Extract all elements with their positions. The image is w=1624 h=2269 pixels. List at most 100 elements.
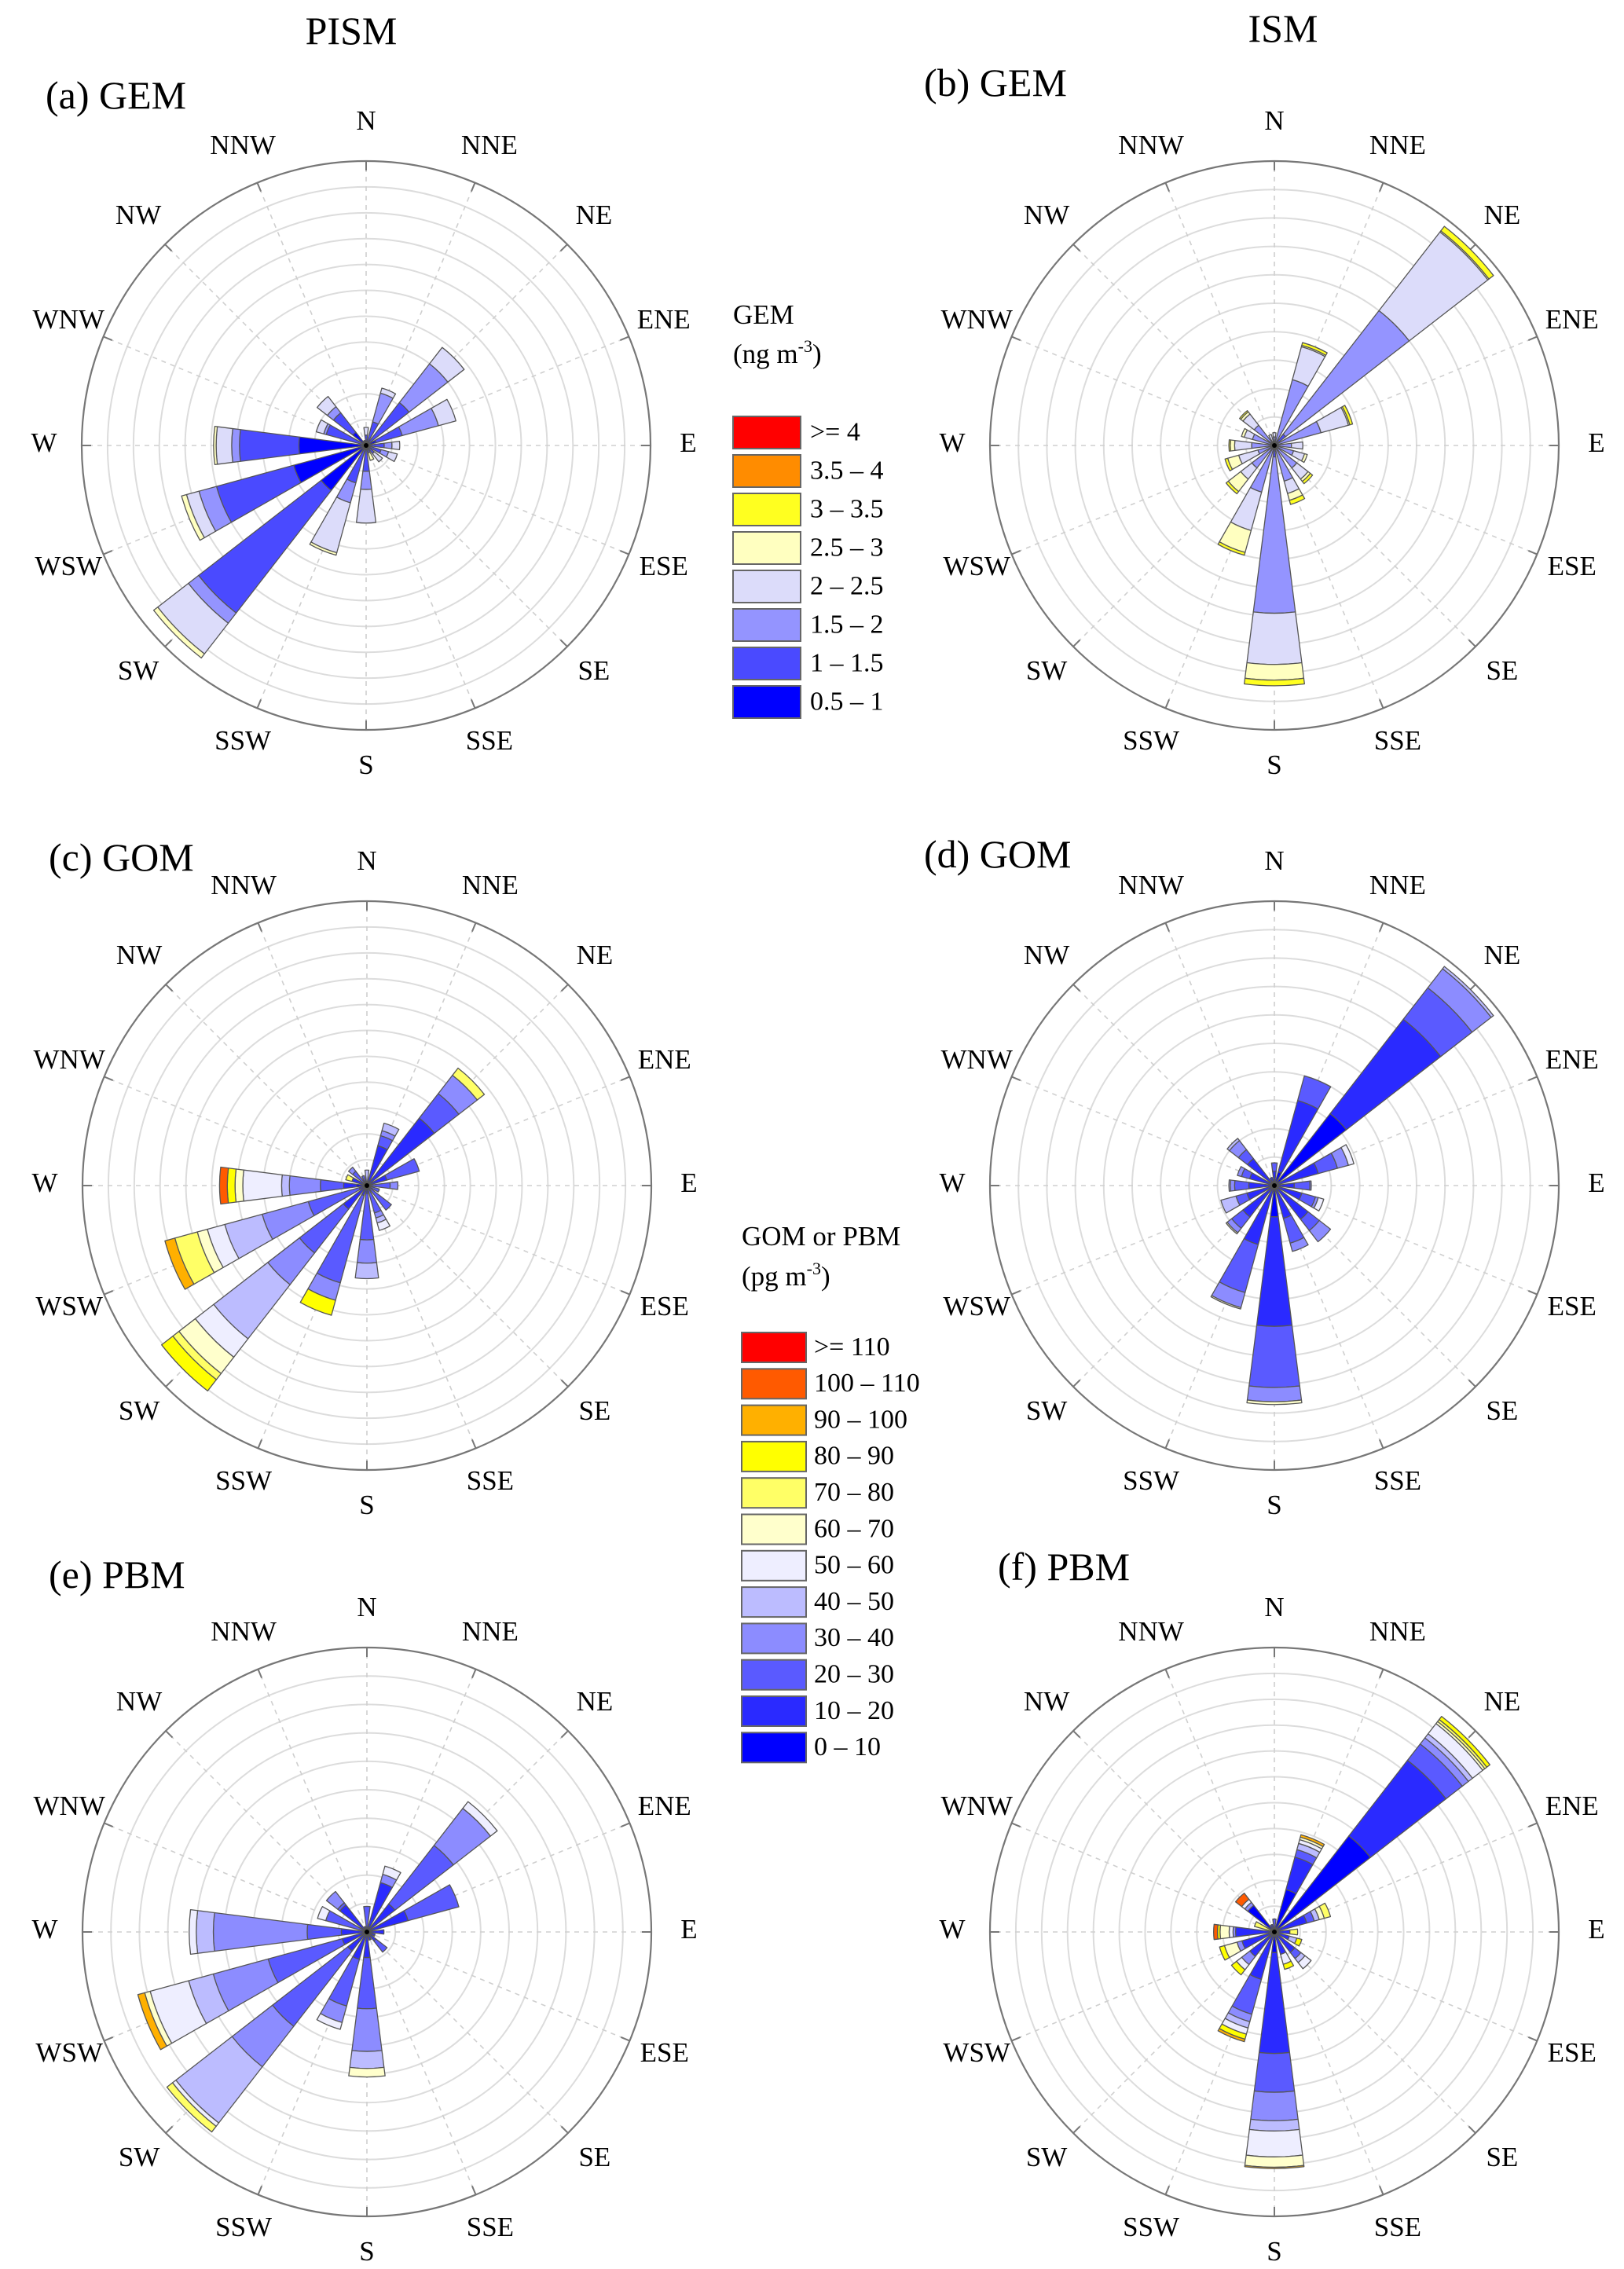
- direction-label-SW: SW: [1026, 655, 1068, 686]
- grid-spoke: [1274, 445, 1538, 555]
- direction-label-SW: SW: [1026, 1395, 1068, 1426]
- direction-label-NNW: NNW: [1118, 130, 1184, 160]
- bar-segment-ENE-bin-2: [384, 1158, 420, 1181]
- grid-spoke: [365, 445, 568, 647]
- bar-segment-W-bin-3: [215, 426, 233, 465]
- direction-tick: [164, 244, 173, 252]
- bar-segment-ESE-bin-8: [1294, 1937, 1303, 1947]
- bar-segment-NE-bin-5: [1440, 225, 1494, 280]
- bar-segment-S-bin-4: [1248, 2118, 1300, 2132]
- direction-tick: [1468, 639, 1476, 647]
- grid-ring: [159, 977, 575, 1394]
- legend-label: 20 – 30: [814, 1659, 894, 1688]
- direction-label-N: N: [357, 845, 376, 876]
- legend-label: 0.5 – 1: [810, 687, 884, 716]
- legend-label: 80 – 90: [814, 1442, 894, 1471]
- direction-tick: [560, 1379, 569, 1387]
- bar-segment-S-bin-3: [1250, 2090, 1299, 2121]
- direction-label-NNE: NNE: [1369, 870, 1426, 900]
- bar-segment-SSE-bin-4: [367, 451, 375, 461]
- direction-label-NE: NE: [576, 200, 613, 230]
- direction-label-WSW: WSW: [943, 2037, 1010, 2068]
- bar-segment-SW-bin-8: [161, 1335, 218, 1391]
- bar-segment-ENE-bin-5: [1341, 405, 1354, 426]
- grid-spoke: [365, 445, 629, 555]
- direction-tick: [1011, 550, 1021, 555]
- direction-label-WNW: WNW: [941, 304, 1013, 335]
- direction-tick: [257, 922, 262, 933]
- bar-segment-W-bin-4: [1230, 439, 1236, 452]
- center-point: [365, 1183, 369, 1188]
- direction-label-N: N: [1264, 1592, 1284, 1622]
- legend-label: 3 – 3.5: [810, 494, 884, 523]
- bar-segment-W-bin-3: [288, 1175, 321, 1197]
- direction-label-NNE: NNE: [461, 130, 518, 160]
- legend-label: 40 – 50: [814, 1587, 894, 1616]
- direction-tick: [619, 335, 629, 341]
- direction-tick: [1072, 639, 1081, 647]
- bar-segment-W-bin-2: [231, 427, 241, 464]
- bar-segment-W-bin-2: [1234, 1180, 1250, 1191]
- direction-label-SW: SW: [118, 655, 159, 686]
- direction-tick: [559, 244, 568, 252]
- bar-segment-W-bin-1: [343, 1182, 357, 1189]
- bar-segment-S-bin-4: [354, 1262, 379, 1280]
- direction-label-SSW: SSW: [1123, 1465, 1179, 1496]
- direction-label-SSE: SSE: [1374, 1465, 1421, 1496]
- bar-segment-S-bin-5: [1244, 677, 1305, 687]
- grid-spoke: [1274, 1931, 1476, 2134]
- direction-label-ENE: ENE: [637, 304, 691, 335]
- bar-segment-ESE-bin-2: [366, 1185, 380, 1193]
- direction-tick: [1379, 1439, 1384, 1449]
- bar-segment-S-bin-3: [355, 488, 377, 524]
- direction-label-NNW: NNW: [211, 870, 277, 900]
- direction-tick: [1468, 1730, 1476, 1739]
- bar-segment-ENE-bin-3: [431, 398, 456, 427]
- direction-label-NNW: NNW: [1118, 870, 1184, 900]
- legend-gom: GOM or PBM (pg m-3) >= 110 100 – 110 90 – …: [741, 1221, 920, 1764]
- legend-label: 30 – 40: [814, 1623, 894, 1652]
- bar-segment-SSE-bin-5: [1289, 494, 1306, 505]
- direction-label-NNW: NNW: [1118, 1616, 1184, 1647]
- direction-label-SW: SW: [119, 2142, 160, 2172]
- grid-spoke: [165, 984, 368, 1186]
- legend-swatch: [741, 1477, 807, 1509]
- bar-segment-NE-bin-7: [452, 1067, 486, 1101]
- legend-swatch: [741, 1513, 807, 1545]
- bar-segment-S-bin-2: [1253, 2051, 1296, 2093]
- direction-tick: [1527, 1076, 1538, 1081]
- bar-segment-W-bin-5: [189, 1908, 199, 1956]
- direction-label-ESE: ESE: [1548, 2037, 1597, 2068]
- direction-tick: [165, 1379, 174, 1387]
- direction-tick: [257, 1439, 262, 1449]
- grid-spoke: [1164, 1669, 1275, 1933]
- direction-tick: [1379, 922, 1384, 933]
- bar-segment-NNE-bin-4: [381, 1122, 400, 1137]
- direction-tick: [1164, 1669, 1170, 1679]
- direction-label-ESE: ESE: [640, 2037, 689, 2068]
- legend-swatch: [741, 1622, 807, 1655]
- grid-spoke: [1164, 182, 1275, 446]
- bar-segment-NNE-bin-3: [379, 387, 397, 399]
- bar-segment-W-bin-4: [280, 1174, 291, 1197]
- direction-label-ENE: ENE: [1545, 1044, 1599, 1075]
- direction-label-E: E: [1588, 427, 1604, 458]
- direction-label-SSW: SSW: [1123, 725, 1179, 756]
- direction-tick: [1011, 1822, 1021, 1827]
- direction-label-E: E: [1588, 1167, 1604, 1198]
- legend-gom-title: GOM or PBM: [742, 1221, 900, 1252]
- bar-segment-WSW-bin-9: [164, 1237, 195, 1290]
- direction-tick: [559, 639, 568, 647]
- bar-segment-NE-bin-5: [462, 1801, 498, 1837]
- grid-spoke: [366, 1185, 569, 1387]
- direction-label-SE: SE: [577, 655, 610, 686]
- bar-segment-SW-bin-5: [1225, 480, 1240, 495]
- direction-label-NE: NE: [577, 940, 614, 970]
- direction-tick: [471, 1439, 477, 1449]
- direction-label-WSW: WSW: [35, 1291, 103, 1321]
- bar-segment-SE-bin-3: [372, 451, 383, 463]
- legend-label: 60 – 70: [814, 1514, 894, 1543]
- direction-tick: [560, 2125, 569, 2134]
- direction-label-W: W: [31, 1167, 57, 1198]
- direction-label-NW: NW: [116, 1686, 162, 1717]
